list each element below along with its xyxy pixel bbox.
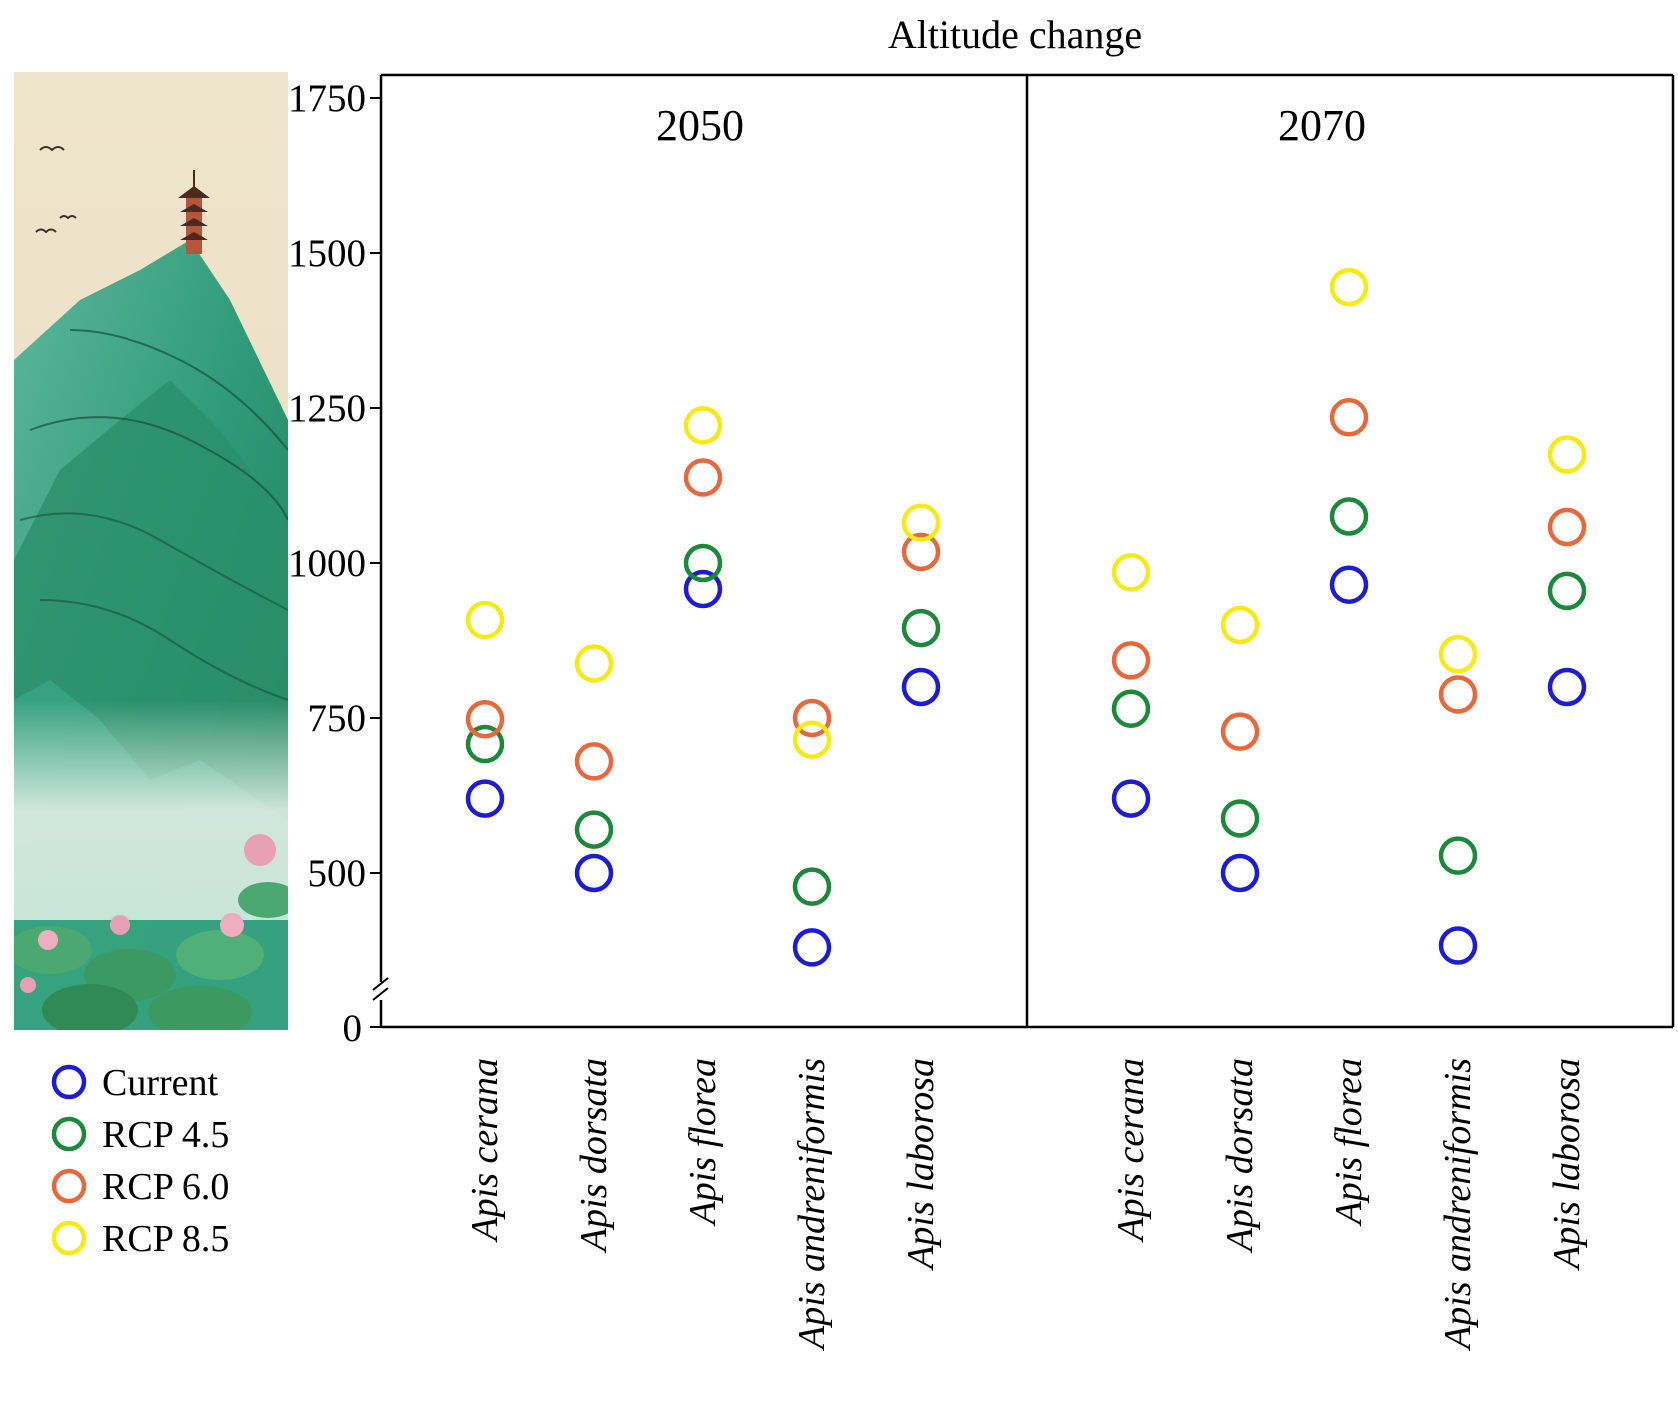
category-label: Apis cerana <box>1110 1058 1152 1244</box>
point-2070-rcp-8-5-3 <box>1329 267 1369 307</box>
point-2050-rcp-8-5-3 <box>683 406 723 445</box>
category-label: Apis andreniformis <box>791 1058 833 1352</box>
legend-label: RCP 8.5 <box>102 1218 229 1260</box>
y-axis-ticks: 500 750 1000 1250 1500 1750 <box>288 77 381 895</box>
category-label: Apis florea <box>682 1058 724 1227</box>
legend-marker <box>51 1064 87 1100</box>
point-2050-rcp-8-5-4 <box>792 720 832 759</box>
category-label: Apis dorsata <box>573 1058 615 1254</box>
point-2070-current-4 <box>1438 926 1478 965</box>
legend-label: Current <box>102 1062 219 1104</box>
category-label: Apis florea <box>1328 1058 1370 1227</box>
point-2050-current-5 <box>901 667 941 707</box>
point-2070-rcp-4-5-4 <box>1438 836 1478 875</box>
point-2050-rcp-4-5-2 <box>574 810 614 849</box>
point-2050-current-4 <box>792 928 832 967</box>
data-points <box>465 267 1587 967</box>
panel-label-2050: 2050 <box>656 101 744 150</box>
point-2070-current-5 <box>1547 667 1587 707</box>
category-label: Apis laborosa <box>900 1058 942 1272</box>
point-2070-rcp-4-5-2 <box>1220 799 1260 838</box>
legend: Current RCP 4.5 RCP 6.0 RCP 8.5 <box>51 1062 229 1260</box>
y-tick-label: 1500 <box>288 232 366 275</box>
y-zero-tick: 0 <box>343 1007 381 1050</box>
point-2070-rcp-4-5-5 <box>1547 571 1587 611</box>
category-label: Apis andreniformis <box>1437 1058 1479 1352</box>
point-2050-rcp-4-5-3 <box>683 543 723 583</box>
y-tick-label: 500 <box>308 852 367 895</box>
point-2070-rcp-6-0-3 <box>1329 398 1369 437</box>
point-2050-rcp-6-0-4 <box>792 698 832 738</box>
point-2050-rcp-4-5-1 <box>465 724 505 764</box>
legend-marker <box>51 1220 87 1256</box>
plot-frame <box>379 73 1675 1029</box>
point-2050-rcp-8-5-1 <box>465 600 505 640</box>
point-2050-rcp-8-5-2 <box>574 644 614 683</box>
point-2070-rcp-4-5-1 <box>1111 689 1151 728</box>
panel-2070-points <box>1111 267 1587 965</box>
point-2070-current-2 <box>1220 853 1260 893</box>
point-2050-rcp-4-5-4 <box>792 867 832 906</box>
category-label: Apis cerana <box>464 1058 506 1244</box>
chart-title: Altitude change <box>888 12 1142 57</box>
y-tick-label: 750 <box>308 697 367 740</box>
point-2050-rcp-4-5-5 <box>901 608 941 648</box>
point-2070-rcp-6-0-2 <box>1220 712 1260 751</box>
point-2050-rcp-6-0-5 <box>901 532 941 572</box>
panel-label-2070: 2070 <box>1278 101 1366 150</box>
axis-break-mark <box>372 977 389 1001</box>
landscape-painting <box>14 72 288 1030</box>
y-tick-label: 1000 <box>288 542 366 585</box>
point-2070-rcp-6-0-5 <box>1547 507 1587 547</box>
category-label: Apis dorsata <box>1219 1058 1261 1254</box>
point-2050-rcp-8-5-5 <box>901 503 941 542</box>
point-2070-rcp-6-0-1 <box>1111 641 1151 680</box>
y-zero-label: 0 <box>343 1007 363 1050</box>
panel-labels: 2050 2070 <box>656 101 1366 150</box>
y-tick-label: 1250 <box>288 387 366 430</box>
category-label: Apis laborosa <box>1546 1058 1588 1272</box>
y-tick-label: 1750 <box>288 77 366 120</box>
point-2070-rcp-6-0-4 <box>1438 675 1478 714</box>
legend-marker <box>51 1116 87 1152</box>
point-2050-current-2 <box>574 853 614 893</box>
point-2070-current-3 <box>1329 565 1369 604</box>
point-2050-current-1 <box>465 779 505 818</box>
point-2050-rcp-6-0-1 <box>465 699 505 739</box>
legend-marker <box>51 1168 87 1204</box>
point-2070-rcp-8-5-1 <box>1111 553 1151 592</box>
point-2070-rcp-4-5-3 <box>1329 497 1369 536</box>
panel-2050-points <box>465 406 941 967</box>
category-labels: Apis cerana Apis dorsata Apis florea Apis a… <box>464 1058 1588 1352</box>
point-2070-rcp-8-5-2 <box>1220 605 1260 645</box>
point-2050-rcp-6-0-2 <box>574 742 614 781</box>
point-2050-rcp-6-0-3 <box>683 458 723 497</box>
legend-label: RCP 4.5 <box>102 1114 229 1156</box>
point-2070-rcp-8-5-4 <box>1438 634 1478 674</box>
legend-label: RCP 6.0 <box>102 1166 229 1208</box>
point-2070-rcp-8-5-5 <box>1547 435 1587 474</box>
point-2050-current-3 <box>683 569 723 609</box>
point-2070-current-1 <box>1111 779 1151 818</box>
